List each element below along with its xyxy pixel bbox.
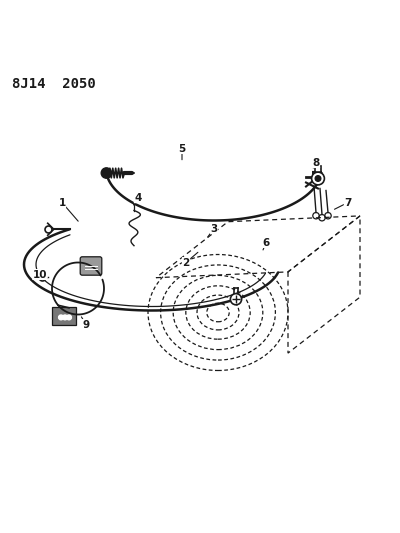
FancyBboxPatch shape bbox=[80, 257, 102, 275]
Circle shape bbox=[312, 172, 324, 185]
Circle shape bbox=[230, 294, 242, 305]
Text: 1: 1 bbox=[58, 198, 66, 207]
Text: 3: 3 bbox=[210, 223, 218, 233]
Text: 8J14  2050: 8J14 2050 bbox=[12, 77, 96, 91]
Text: 7: 7 bbox=[344, 198, 352, 207]
Text: 8: 8 bbox=[312, 157, 320, 167]
Text: 5: 5 bbox=[178, 143, 186, 154]
FancyBboxPatch shape bbox=[52, 307, 76, 326]
Text: 9: 9 bbox=[82, 319, 90, 329]
Circle shape bbox=[62, 315, 67, 320]
Circle shape bbox=[101, 168, 112, 178]
Text: 2: 2 bbox=[182, 257, 190, 268]
Circle shape bbox=[59, 315, 63, 320]
Circle shape bbox=[315, 176, 321, 181]
Text: 6: 6 bbox=[262, 238, 270, 247]
Text: 4: 4 bbox=[134, 193, 142, 203]
Text: 10: 10 bbox=[33, 270, 47, 279]
Circle shape bbox=[66, 315, 72, 320]
